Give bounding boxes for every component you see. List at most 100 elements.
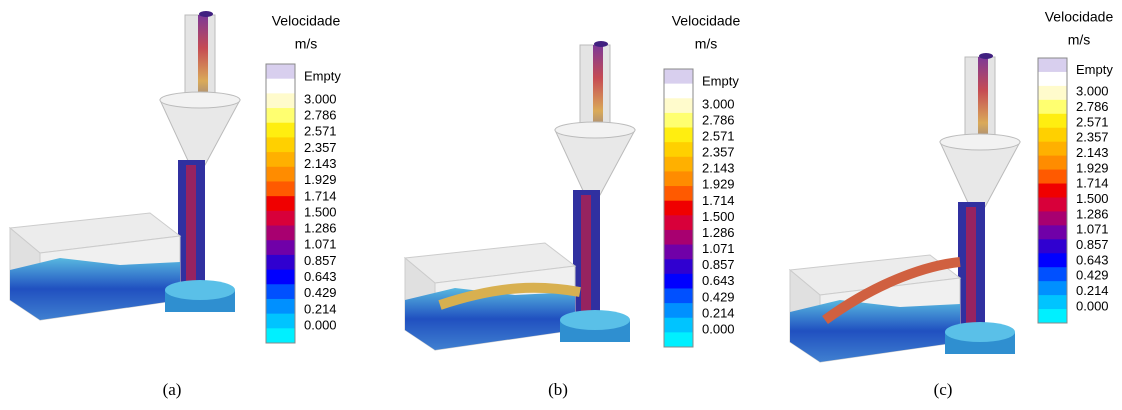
legend-label: 0.643 (304, 269, 337, 284)
color-band (664, 171, 693, 186)
legend-label: 0.643 (1076, 252, 1109, 267)
color-band (266, 255, 295, 270)
color-band (1038, 253, 1067, 267)
legend-label: 0.000 (304, 317, 337, 332)
legend-title: Velocidade (272, 13, 341, 29)
color-band (266, 299, 295, 314)
legend-unit: m/s (1068, 32, 1091, 48)
legend-label: 0.857 (1076, 237, 1109, 252)
color-band (266, 314, 295, 329)
legend-label: 1.929 (1076, 160, 1109, 175)
simulation-scene (405, 41, 635, 350)
legend-label: Empty (702, 74, 739, 89)
color-band (1038, 225, 1067, 239)
legend-label: 2.143 (702, 161, 735, 176)
legend-label: 0.214 (304, 301, 337, 316)
color-band (266, 64, 295, 79)
color-band (664, 303, 693, 318)
legend-label: 1.071 (304, 237, 337, 252)
color-band (266, 284, 295, 299)
color-band (266, 167, 295, 182)
color-band (266, 328, 295, 343)
legend-label: 1.929 (702, 177, 735, 192)
color-band (1038, 142, 1067, 156)
color-band (664, 113, 693, 128)
color-band (664, 230, 693, 245)
legend-label: 1.286 (702, 225, 735, 240)
legend-label: 3.000 (1076, 84, 1109, 99)
legend-label: 1.500 (304, 204, 337, 219)
legend-label: Empty (1076, 62, 1113, 77)
color-band (664, 98, 693, 113)
legend-label: 1.500 (1076, 191, 1109, 206)
legend-label: 2.571 (702, 128, 735, 143)
legend-unit: m/s (295, 36, 318, 52)
legend-label: 1.714 (304, 188, 337, 203)
color-band (1038, 58, 1067, 72)
legend-label: 2.786 (1076, 99, 1109, 114)
legend-label: 0.429 (1076, 268, 1109, 283)
legend-label: 3.000 (702, 96, 735, 111)
color-band (1038, 184, 1067, 198)
legend-label: 3.000 (304, 91, 337, 106)
legend-label: 1.286 (1076, 206, 1109, 221)
color-band (266, 240, 295, 255)
color-band (266, 79, 295, 94)
color-band (664, 245, 693, 260)
color-band (1038, 128, 1067, 142)
legend-title: Velocidade (672, 13, 741, 29)
color-band (664, 215, 693, 230)
legend-label: 1.714 (702, 193, 735, 208)
figure: Velocidadem/sEmpty3.0002.7862.5712.3572.… (0, 0, 1122, 410)
legend-label: 1.071 (702, 241, 735, 256)
legend-label: 2.571 (304, 124, 337, 139)
color-band (664, 69, 693, 84)
simulation-scene (10, 11, 240, 320)
color-band (664, 274, 693, 289)
color-band (266, 196, 295, 211)
legend-label: 2.357 (304, 140, 337, 155)
legend-unit: m/s (695, 36, 718, 52)
legend-label: 1.929 (304, 172, 337, 187)
legend-label: 2.143 (1076, 145, 1109, 160)
color-band (266, 123, 295, 138)
color-band (664, 288, 693, 303)
color-band (1038, 239, 1067, 253)
color-band (664, 259, 693, 274)
legend-label: 0.857 (304, 253, 337, 268)
legend-label: 2.571 (1076, 114, 1109, 129)
legend-label: 1.500 (702, 209, 735, 224)
color-band (266, 226, 295, 241)
color-band (1038, 86, 1067, 100)
color-band (1038, 211, 1067, 225)
legend-label: 2.786 (702, 112, 735, 127)
color-band (266, 108, 295, 123)
legend-label: 2.143 (304, 156, 337, 171)
color-band (1038, 295, 1067, 309)
legend-label: 0.214 (702, 305, 735, 320)
legend-label: 0.429 (304, 285, 337, 300)
legend-label: 1.071 (1076, 222, 1109, 237)
color-band (664, 332, 693, 347)
color-band (1038, 114, 1067, 128)
color-band (266, 270, 295, 285)
legend-label: 2.357 (1076, 130, 1109, 145)
color-band (664, 84, 693, 99)
color-band (664, 318, 693, 333)
legend-label: 0.000 (1076, 298, 1109, 313)
color-band (1038, 72, 1067, 86)
legend-title: Velocidade (1045, 9, 1114, 25)
color-band (664, 128, 693, 143)
legend-label: 1.714 (1076, 176, 1109, 191)
color-band (664, 186, 693, 201)
color-band (1038, 170, 1067, 184)
legend-label: 1.286 (304, 221, 337, 236)
panel-caption: (a) (163, 380, 182, 399)
color-band (664, 201, 693, 216)
panel-caption: (b) (548, 380, 568, 399)
color-band (1038, 309, 1067, 323)
color-band (266, 211, 295, 226)
legend-label: 0.214 (1076, 283, 1109, 298)
color-band (266, 152, 295, 167)
legend-label: 2.357 (702, 145, 735, 160)
